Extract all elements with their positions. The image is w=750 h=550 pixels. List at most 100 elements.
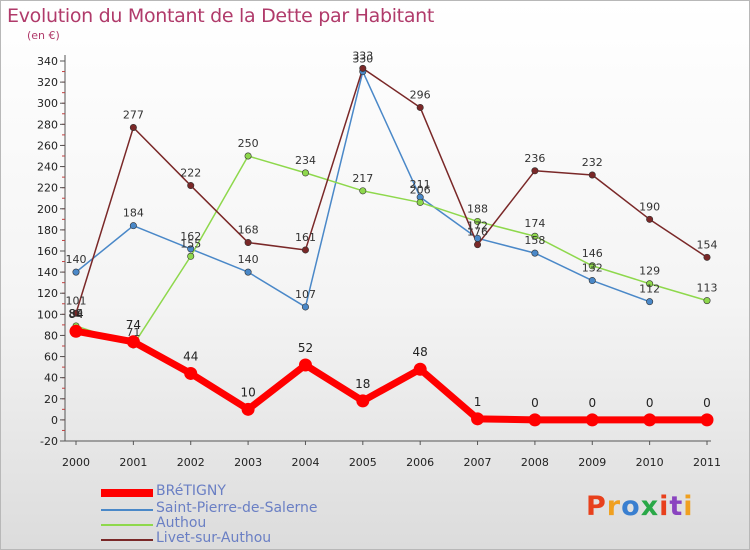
data-label-livet: 296: [410, 88, 431, 101]
y-tick-label: 80: [44, 329, 58, 342]
x-tick-label: 2006: [406, 456, 434, 469]
data-label-bretigny: 74: [126, 318, 141, 332]
y-tick-label: 340: [37, 55, 58, 68]
data-point-authou: [187, 252, 195, 260]
data-point-saint-pierre: [72, 268, 80, 276]
data-point-livet: [703, 253, 711, 261]
data-label-saint-pierre: 140: [66, 253, 87, 266]
logo-letter: i: [683, 491, 694, 522]
data-point-bretigny: [241, 402, 255, 416]
data-label-bretigny: 0: [703, 396, 711, 410]
data-point-bretigny: [413, 362, 427, 376]
x-tick-label: 2010: [636, 456, 664, 469]
x-tick-label: 2011: [693, 456, 721, 469]
data-label-livet: 176: [467, 226, 488, 239]
data-label-livet: 190: [639, 200, 660, 213]
y-tick-label: 220: [37, 182, 58, 195]
data-label-saint-pierre: 132: [582, 262, 603, 275]
data-label-livet: 154: [697, 238, 718, 251]
x-tick-label: 2003: [234, 456, 262, 469]
data-point-livet: [531, 167, 539, 175]
data-point-livet: [187, 182, 195, 190]
data-label-livet: 161: [295, 231, 316, 244]
legend-swatch-livet: [101, 539, 153, 541]
data-label-saint-pierre: 330: [352, 53, 373, 66]
data-point-saint-pierre: [301, 303, 309, 311]
data-label-livet: 101: [66, 294, 87, 307]
data-point-bretigny: [356, 394, 370, 408]
legend-label-authou: Authou: [156, 515, 207, 531]
legend-label-saint-pierre: Saint-Pierre-de-Salerne: [156, 500, 318, 516]
data-point-saint-pierre: [187, 245, 195, 253]
y-tick-label: 60: [44, 351, 58, 364]
data-label-bretigny: 1: [474, 395, 482, 409]
y-tick-label: 260: [37, 139, 58, 152]
data-label-authou: 89: [69, 307, 83, 320]
y-tick-label: 240: [37, 161, 58, 174]
x-tick-label: 2001: [119, 456, 147, 469]
y-unit-label: (en €): [27, 29, 60, 42]
data-label-authou: 174: [524, 217, 545, 230]
y-tick-label: 0: [51, 414, 58, 427]
legend-label-bretigny: BRéTIGNY: [156, 483, 226, 499]
data-label-saint-pierre: 184: [123, 207, 144, 220]
data-point-authou: [646, 280, 654, 288]
data-point-authou: [359, 187, 367, 195]
data-point-saint-pierre: [588, 277, 596, 285]
legend-label-livet: Livet-sur-Authou: [156, 530, 272, 546]
data-point-authou: [703, 297, 711, 305]
y-tick-label: 280: [37, 118, 58, 131]
data-label-authou: 155: [180, 237, 201, 250]
y-tick-label: 100: [37, 308, 58, 321]
data-point-bretigny: [585, 413, 599, 427]
data-label-saint-pierre: 140: [238, 253, 259, 266]
data-point-authou: [588, 262, 596, 270]
data-label-authou: 129: [639, 265, 660, 278]
data-point-bretigny: [298, 358, 312, 372]
data-label-authou: 188: [467, 202, 488, 215]
data-point-authou: [531, 232, 539, 240]
data-label-authou: 113: [697, 282, 718, 295]
tick-labels: -200204060801001201401601802002202402602…: [37, 55, 721, 469]
data-label-authou: 234: [295, 154, 316, 167]
legend-swatch-bretigny: [101, 489, 153, 497]
data-label-bretigny: 0: [646, 396, 654, 410]
data-label-livet: 277: [123, 109, 144, 122]
data-point-bretigny: [471, 412, 485, 426]
data-label-livet: 333: [352, 49, 373, 62]
chart-title: Evolution du Montant de la Dette par Hab…: [7, 5, 435, 27]
data-point-livet: [72, 309, 80, 317]
x-tick-label: 2004: [291, 456, 319, 469]
data-point-saint-pierre: [244, 268, 252, 276]
data-point-bretigny: [184, 366, 198, 380]
data-label-bretigny: 10: [240, 385, 255, 399]
y-tick-label: 180: [37, 224, 58, 237]
y-tick-label: 160: [37, 245, 58, 258]
series-line-bretigny: [72, 327, 711, 424]
legend-swatch-authou: [101, 524, 153, 526]
logo-letter: t: [669, 491, 684, 522]
data-label-livet: 222: [180, 167, 201, 180]
data-point-bretigny: [528, 413, 542, 427]
data-point-authou: [244, 152, 252, 160]
data-label-authou: 206: [410, 183, 431, 196]
data-point-bretigny: [643, 413, 657, 427]
data-point-authou: [301, 169, 309, 177]
data-point-authou: [474, 217, 482, 225]
logo-letter: x: [640, 491, 660, 522]
logo-letter: o: [621, 491, 641, 522]
y-tick-label: 120: [37, 287, 58, 300]
data-label-authou: 71: [126, 326, 140, 339]
data-point-livet: [416, 103, 424, 111]
data-label-bretigny: 44: [183, 349, 198, 363]
data-label-bretigny: 84: [68, 307, 83, 321]
y-tick-label: 300: [37, 97, 58, 110]
data-label-saint-pierre: 107: [295, 288, 316, 301]
data-point-bretigny: [126, 335, 140, 349]
data-label-authou: 250: [238, 137, 259, 150]
data-point-livet: [244, 239, 252, 247]
x-tick-label: 2008: [521, 456, 549, 469]
data-point-livet: [301, 246, 309, 254]
